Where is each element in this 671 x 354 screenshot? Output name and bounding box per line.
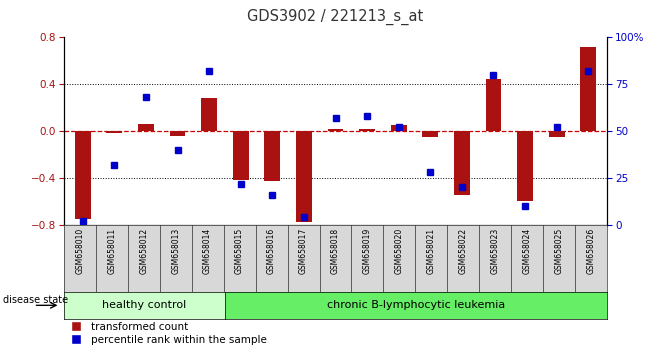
Text: GSM658014: GSM658014 [203, 228, 212, 274]
Text: GSM658022: GSM658022 [459, 228, 468, 274]
Bar [391, 125, 407, 131]
Text: healthy control: healthy control [102, 300, 187, 310]
Text: GSM658025: GSM658025 [555, 228, 564, 274]
Text: chronic B-lymphocytic leukemia: chronic B-lymphocytic leukemia [327, 300, 505, 310]
Bar [233, 131, 248, 180]
Bar [359, 129, 375, 131]
Text: GSM658011: GSM658011 [107, 228, 116, 274]
Text: GSM658012: GSM658012 [139, 228, 148, 274]
Text: GSM658026: GSM658026 [586, 228, 596, 274]
Bar [423, 131, 438, 137]
Text: GSM658021: GSM658021 [427, 228, 436, 274]
Text: GSM658019: GSM658019 [363, 228, 372, 274]
Bar [201, 98, 217, 131]
Bar [580, 47, 597, 131]
Text: GDS3902 / 221213_s_at: GDS3902 / 221213_s_at [248, 9, 423, 25]
Bar [264, 131, 280, 181]
Bar [107, 131, 122, 133]
Text: GSM658015: GSM658015 [235, 228, 244, 274]
Text: GSM658023: GSM658023 [491, 228, 500, 274]
Text: GSM658018: GSM658018 [331, 228, 340, 274]
Bar [517, 131, 533, 201]
Legend: transformed count, percentile rank within the sample: transformed count, percentile rank withi… [66, 317, 270, 349]
Bar [327, 129, 344, 131]
Bar [74, 131, 91, 219]
Text: GSM658010: GSM658010 [75, 228, 85, 274]
Text: GSM658013: GSM658013 [171, 228, 180, 274]
Text: GSM658016: GSM658016 [267, 228, 276, 274]
Bar [486, 79, 501, 131]
Bar [549, 131, 564, 137]
Bar [138, 124, 154, 131]
Text: disease state: disease state [3, 295, 68, 305]
Text: GSM658017: GSM658017 [299, 228, 308, 274]
Bar [296, 131, 312, 222]
Text: GSM658020: GSM658020 [395, 228, 404, 274]
Bar [454, 131, 470, 195]
Bar [170, 131, 185, 136]
Text: GSM658024: GSM658024 [523, 228, 532, 274]
